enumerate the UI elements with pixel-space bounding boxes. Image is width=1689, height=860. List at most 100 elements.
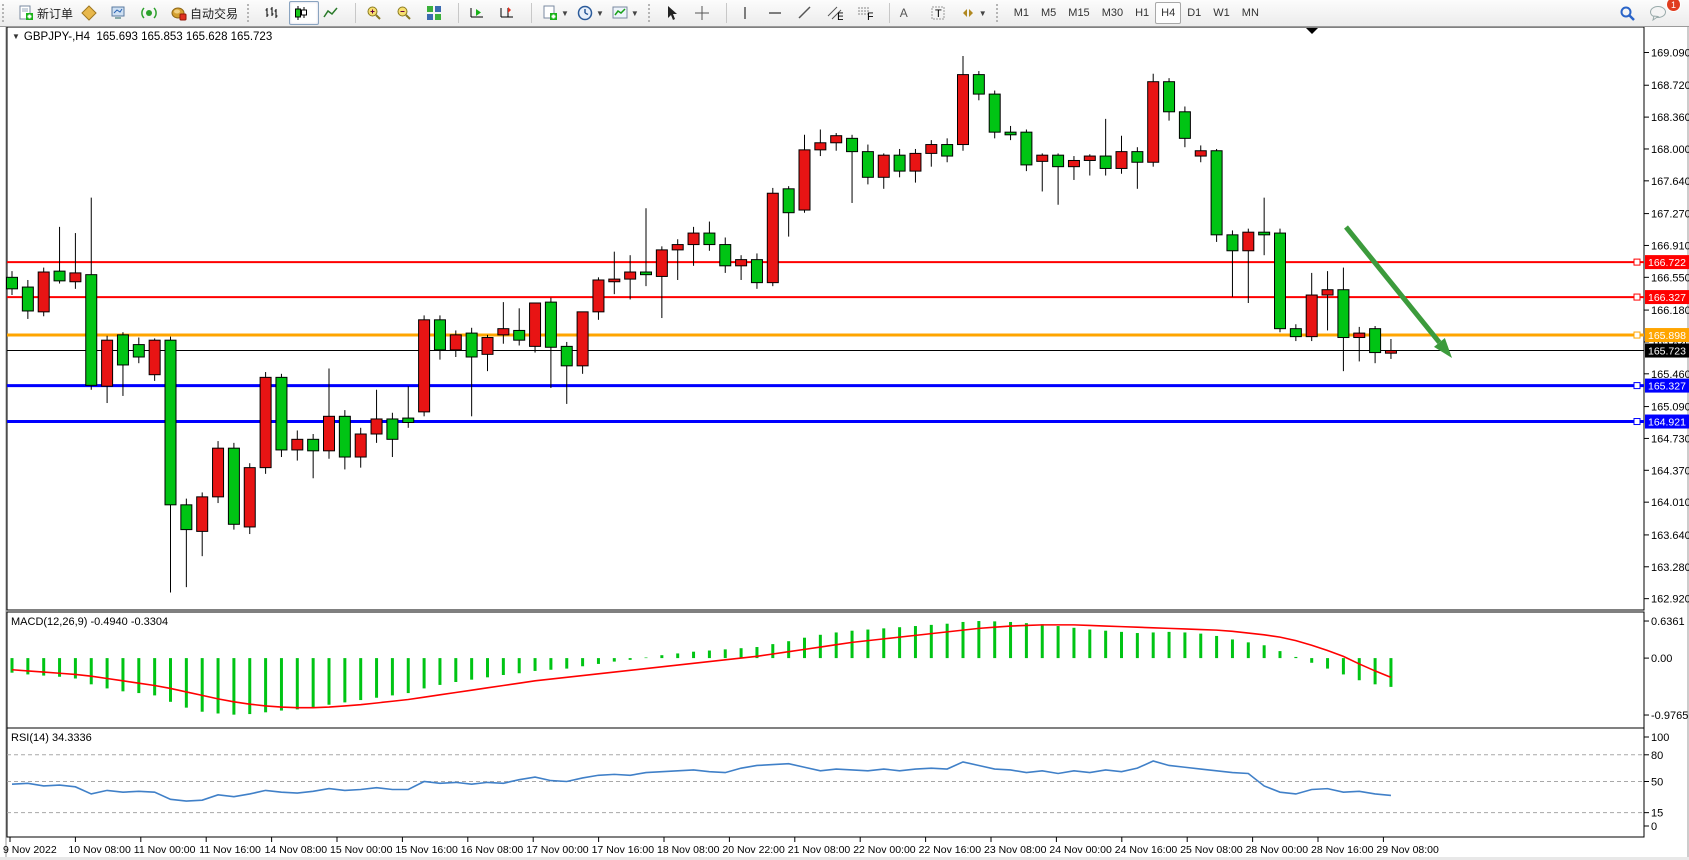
terminal-button[interactable] — [107, 1, 137, 25]
fibonacci-button[interactable]: F — [853, 1, 883, 25]
svg-text:29 Nov 08:00: 29 Nov 08:00 — [1376, 844, 1439, 856]
svg-text:18 Nov 08:00: 18 Nov 08:00 — [657, 844, 720, 856]
svg-text:168.720: 168.720 — [1651, 80, 1689, 92]
svg-text:164.730: 164.730 — [1651, 433, 1689, 445]
chart-shift-marker[interactable] — [1306, 28, 1318, 34]
svg-text:17 Nov 16:00: 17 Nov 16:00 — [592, 844, 655, 856]
auto-trading-icon — [171, 5, 187, 21]
clock-icon — [577, 5, 593, 21]
svg-text:10 Nov 08:00: 10 Nov 08:00 — [68, 844, 131, 856]
timeframe-d1[interactable]: D1 — [1187, 7, 1202, 19]
pane-borders — [0, 25, 1689, 860]
auto-trading-button[interactable]: 自动交易 — [167, 1, 242, 25]
date-axis[interactable]: 9 Nov 2022 10 Nov 08:00 11 Nov 00:00 11 Nov… — [3, 837, 1439, 856]
svg-text:164.370: 164.370 — [1651, 465, 1689, 477]
line-chart-icon — [323, 5, 339, 21]
svg-text:22 Nov 00:00: 22 Nov 00:00 — [853, 844, 916, 856]
svg-text:24 Nov 16:00: 24 Nov 16:00 — [1115, 844, 1178, 856]
indicators-icon — [612, 5, 628, 21]
equidistant-channel-button[interactable]: E — [823, 1, 853, 25]
notifications-button[interactable]: 1 — [1645, 0, 1681, 25]
chart-title[interactable]: ▼ GBPJPY-,H4 165.693 165.853 165.628 165.… — [12, 31, 272, 43]
search-icon — [1619, 5, 1636, 22]
timeframe-m30[interactable]: M30 — [1101, 7, 1124, 19]
text-button[interactable]: A — [896, 1, 926, 25]
candlestick-chart-button[interactable] — [289, 1, 320, 25]
zoom-in-button[interactable] — [362, 1, 392, 25]
svg-text:166.180: 166.180 — [1651, 305, 1689, 317]
cursor-button[interactable] — [660, 1, 690, 25]
horizontal-line-button[interactable] — [763, 1, 793, 25]
market-watch-button[interactable] — [77, 1, 107, 25]
chart-ohlc-values: 165.693 165.853 165.628 165.723 — [96, 31, 273, 43]
svg-text:0.6361: 0.6361 — [1651, 616, 1685, 628]
rsi-pane: 100 80 50 150 — [7, 732, 1669, 833]
svg-text:80: 80 — [1651, 750, 1663, 762]
arrows-icon — [960, 5, 976, 21]
svg-text:0: 0 — [1651, 821, 1657, 833]
text-label-button[interactable]: T — [926, 1, 956, 25]
auto-scroll-button[interactable] — [465, 1, 495, 25]
timeframe-w1[interactable]: W1 — [1213, 7, 1230, 19]
svg-text:20 Nov 22:00: 20 Nov 22:00 — [722, 844, 785, 856]
chart-title-collapse-icon[interactable]: ▼ — [12, 32, 20, 41]
svg-text:164.921: 164.921 — [1648, 417, 1686, 429]
toolbar: 新订单 自动交易 ▼ ▼ — [0, 0, 1689, 27]
cursor-icon — [664, 5, 680, 21]
horizontal-line-icon — [767, 5, 783, 21]
timeframe-group: M1 M5 M15 M30 H1 H4 D1 W1 MN — [1005, 1, 1268, 25]
tile-windows-button[interactable] — [422, 1, 452, 25]
chat-bubble-icon — [1649, 5, 1667, 21]
strategy-tester-button[interactable] — [137, 1, 167, 25]
timeframe-h4[interactable]: H4 — [1155, 2, 1182, 24]
monitor-icon — [111, 5, 127, 21]
zoom-out-icon — [396, 5, 412, 21]
timeframe-m5[interactable]: M5 — [1041, 7, 1057, 19]
chart-shift-button[interactable] — [495, 1, 525, 25]
toolbar-drag-handle[interactable] — [2, 4, 9, 22]
svg-text:169.090: 169.090 — [1651, 47, 1689, 59]
svg-text:E: E — [837, 11, 843, 21]
new-order-button[interactable]: 新订单 — [14, 1, 77, 25]
bar-chart-icon — [263, 5, 279, 21]
timeframe-m1[interactable]: M1 — [1013, 7, 1029, 19]
zoom-out-button[interactable] — [392, 1, 422, 25]
svg-text:166.327: 166.327 — [1648, 292, 1686, 304]
arrows-dropdown[interactable]: ▼ — [956, 1, 991, 25]
text-label-icon: T — [930, 5, 946, 21]
search-button[interactable] — [1615, 1, 1645, 25]
candlesticks — [6, 56, 1397, 593]
crosshair-button[interactable] — [690, 1, 720, 25]
crosshair-icon — [694, 5, 710, 21]
toolbar-drag-handle[interactable] — [647, 4, 655, 22]
svg-text:168.000: 168.000 — [1651, 144, 1689, 156]
svg-text:165.898: 165.898 — [1648, 330, 1686, 342]
toolbar-drag-handle[interactable] — [247, 4, 254, 22]
svg-text:11 Nov 16:00: 11 Nov 16:00 — [199, 844, 261, 856]
svg-text:-0.9765: -0.9765 — [1651, 710, 1688, 722]
svg-text:163.280: 163.280 — [1651, 562, 1689, 574]
timeframe-m15[interactable]: M15 — [1068, 7, 1090, 19]
svg-text:25 Nov 08:00: 25 Nov 08:00 — [1180, 844, 1243, 856]
macd-pane: 0.6361 0.00 -0.9765 — [10, 616, 1688, 722]
svg-text:15 Nov 00:00: 15 Nov 00:00 — [330, 844, 393, 856]
new-chart-dropdown[interactable]: ▼ — [538, 1, 573, 25]
toolbar-drag-handle[interactable] — [995, 4, 1003, 22]
gold-diamond-icon — [81, 5, 97, 21]
svg-text:164.010: 164.010 — [1651, 497, 1689, 509]
svg-text:11 Nov 00:00: 11 Nov 00:00 — [134, 844, 196, 856]
trend-arrow-annotation[interactable] — [1344, 225, 1452, 358]
bar-chart-button[interactable] — [259, 1, 289, 25]
trendline-button[interactable] — [793, 1, 823, 25]
svg-text:24 Nov 00:00: 24 Nov 00:00 — [1049, 844, 1112, 856]
svg-text:15 Nov 16:00: 15 Nov 16:00 — [395, 844, 458, 856]
zoom-in-icon — [366, 5, 382, 21]
svg-text:T: T — [935, 8, 942, 20]
timeframe-h1[interactable]: H1 — [1135, 7, 1150, 19]
timeframe-mn[interactable]: MN — [1241, 7, 1259, 19]
indicators-dropdown[interactable]: ▼ — [608, 1, 643, 25]
vertical-line-button[interactable] — [733, 1, 763, 25]
line-chart-button[interactable] — [319, 1, 349, 25]
periods-dropdown[interactable]: ▼ — [573, 1, 608, 25]
